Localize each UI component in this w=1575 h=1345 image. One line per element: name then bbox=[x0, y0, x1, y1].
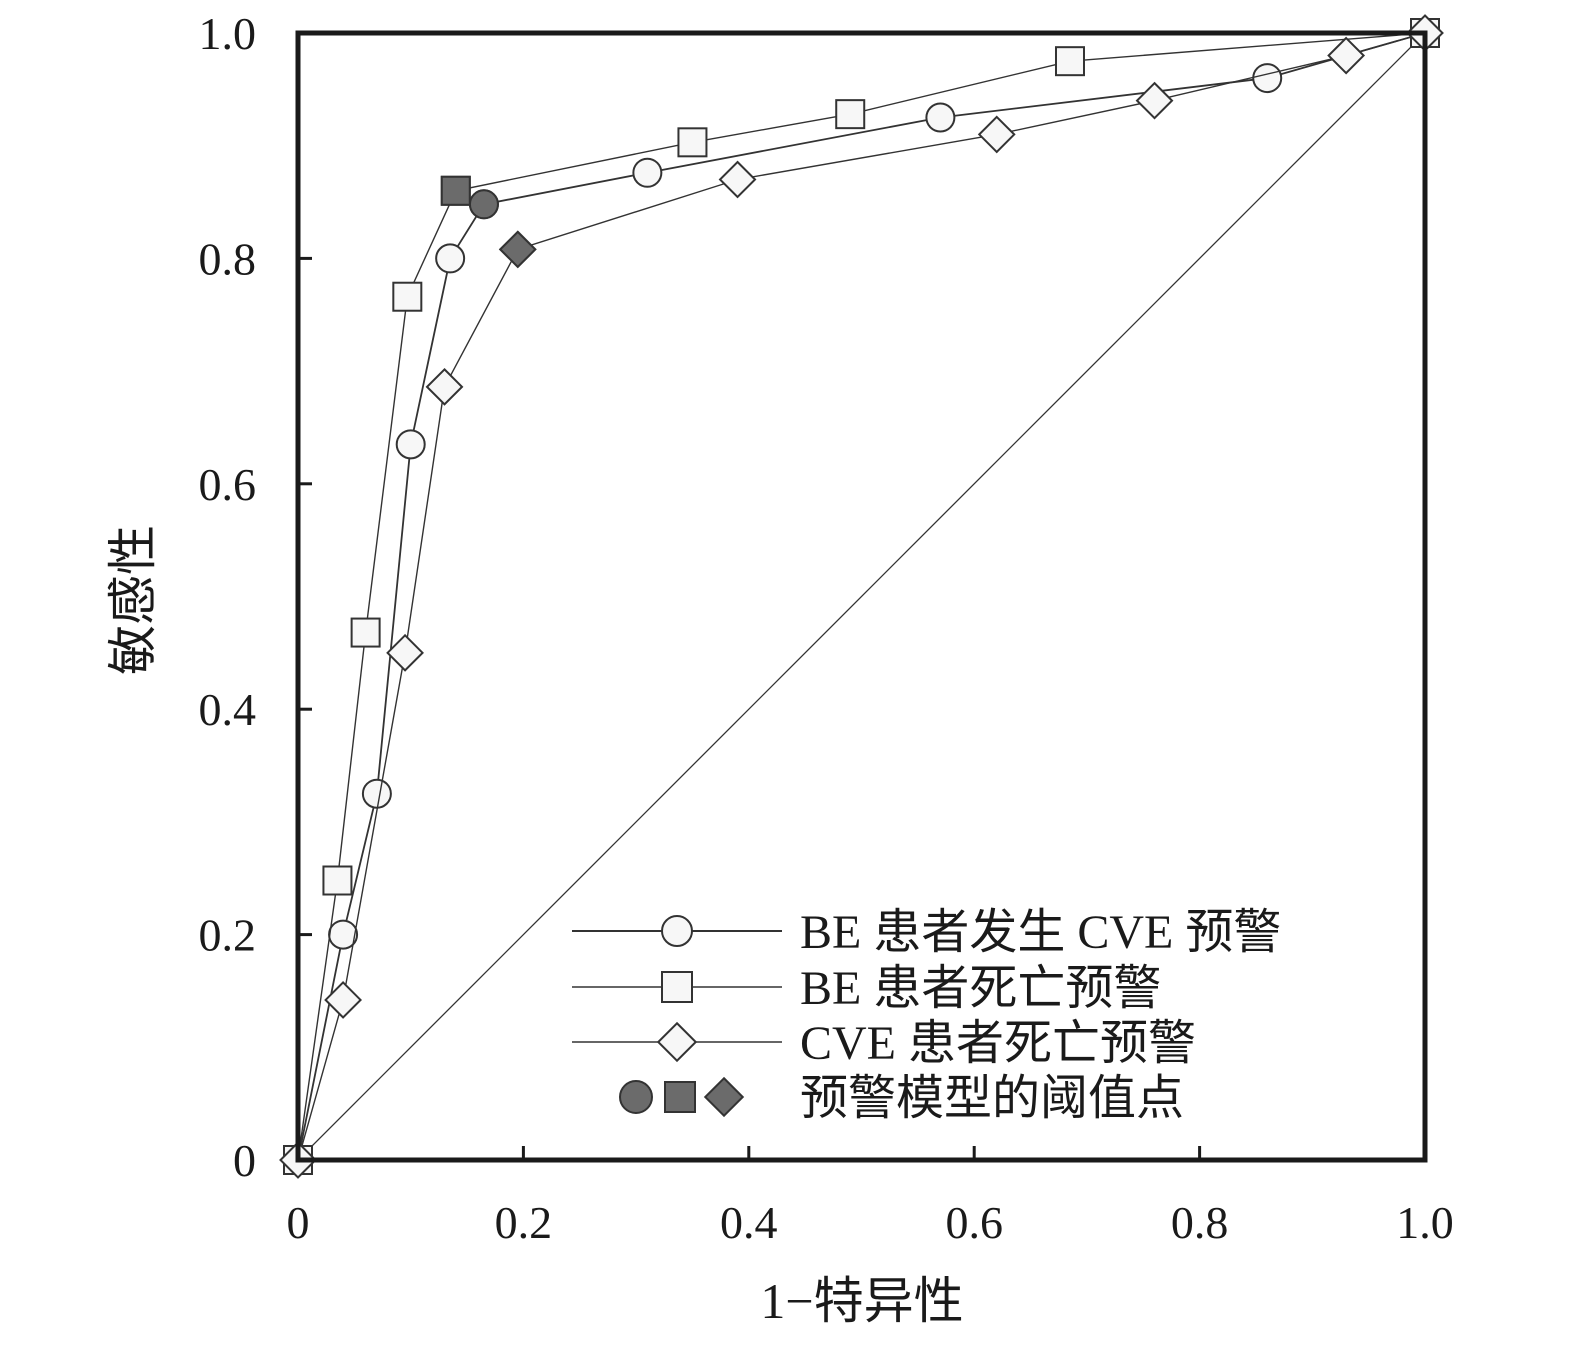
y-tick-label: 0.2 bbox=[199, 910, 257, 961]
reference-diagonal-line bbox=[297, 32, 1426, 1161]
square-marker bbox=[1054, 46, 1085, 77]
circle-marker bbox=[328, 919, 359, 950]
reference-diagonal-layer bbox=[297, 32, 1426, 1161]
circle-marker bbox=[632, 157, 663, 188]
threshold-square-marker bbox=[440, 175, 471, 206]
y-tick-label: 1.0 bbox=[199, 8, 257, 59]
series-line bbox=[297, 32, 1426, 1161]
threshold-diamond-marker bbox=[498, 230, 537, 269]
diamond-marker bbox=[1135, 81, 1174, 120]
axis-layer: 0 0.2 0.4 0.6 0.8 1.0 0 0.2 0.4 0.6 0.8 1.0 bbox=[199, 8, 1454, 1248]
square-marker bbox=[350, 617, 381, 648]
y-tick-label: 0.6 bbox=[199, 459, 257, 510]
legend-circle-marker bbox=[661, 915, 693, 947]
circle-marker bbox=[361, 778, 392, 809]
x-tick-label: 0.2 bbox=[495, 1197, 553, 1248]
threshold-circle-marker bbox=[468, 189, 499, 220]
legend-threshold-square-marker bbox=[664, 1081, 696, 1113]
legend-label: BE 患者死亡预警 bbox=[800, 962, 1161, 1015]
square-marker bbox=[835, 99, 866, 130]
legend-threshold-diamond-marker bbox=[703, 1076, 745, 1118]
x-tick-label: 0.6 bbox=[945, 1197, 1003, 1248]
diamond-marker bbox=[386, 633, 424, 672]
x-tick-label: 0.4 bbox=[720, 1197, 778, 1248]
plot-frame bbox=[295, 30, 1428, 1163]
legend-label: BE 患者发生 CVE 预警 bbox=[800, 906, 1281, 959]
diamond-marker bbox=[977, 115, 1016, 154]
threshold-points-layer bbox=[440, 175, 537, 269]
diamond-marker bbox=[425, 367, 464, 406]
x-axis-label: 1−特异性 bbox=[760, 1273, 963, 1329]
circle-marker bbox=[395, 429, 426, 460]
series-line bbox=[297, 32, 1426, 1161]
legend-square-marker bbox=[661, 971, 693, 1003]
x-tick-label: 0.8 bbox=[1171, 1197, 1229, 1248]
legend-label: CVE 患者死亡预警 bbox=[800, 1017, 1196, 1070]
y-axis-label: 敏感性 bbox=[105, 525, 161, 675]
square-marker bbox=[392, 281, 423, 312]
diamond-marker bbox=[1327, 36, 1366, 75]
x-tick-label: 0 bbox=[287, 1197, 310, 1248]
y-tick-label: 0.4 bbox=[199, 684, 257, 735]
legend-threshold-label: 预警模型的阈值点 bbox=[800, 1072, 1184, 1125]
square-marker bbox=[677, 127, 708, 158]
y-tick-label: 0 bbox=[233, 1135, 256, 1186]
y-tick-label: 0.8 bbox=[199, 233, 257, 284]
circle-marker bbox=[1252, 63, 1283, 94]
legend-threshold-circle-marker bbox=[619, 1080, 653, 1114]
diamond-marker bbox=[324, 981, 362, 1019]
square-marker bbox=[322, 865, 353, 896]
legend-diamond-marker bbox=[656, 1021, 698, 1063]
diamond-marker bbox=[718, 160, 757, 199]
x-tick-label: 1.0 bbox=[1396, 1197, 1454, 1248]
series-layer bbox=[279, 14, 1444, 1179]
circle-marker bbox=[925, 102, 956, 133]
circle-marker bbox=[435, 243, 466, 274]
